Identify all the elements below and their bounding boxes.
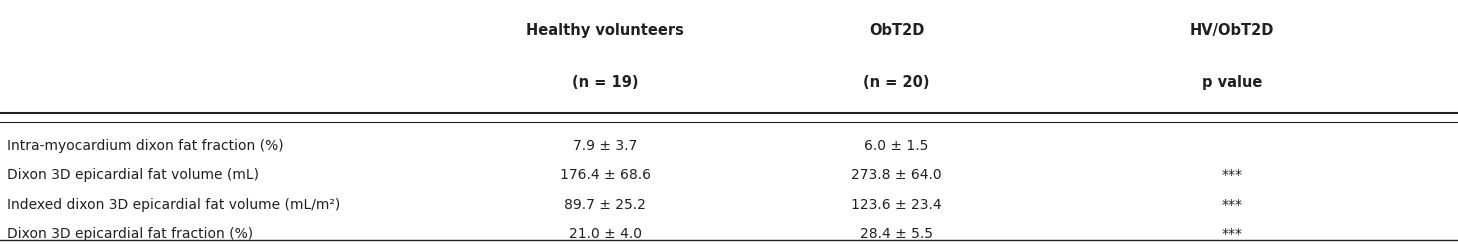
Text: 123.6 ± 23.4: 123.6 ± 23.4 (851, 197, 942, 212)
Text: Intra-myocardium dixon fat fraction (%): Intra-myocardium dixon fat fraction (%) (7, 139, 284, 153)
Text: ***: *** (1222, 168, 1242, 182)
Text: p value: p value (1201, 74, 1263, 90)
Text: 6.0 ± 1.5: 6.0 ± 1.5 (865, 139, 929, 153)
Text: ***: *** (1222, 227, 1242, 241)
Text: 28.4 ± 5.5: 28.4 ± 5.5 (860, 227, 933, 241)
Text: 7.9 ± 3.7: 7.9 ± 3.7 (573, 139, 637, 153)
Text: Healthy volunteers: Healthy volunteers (526, 23, 684, 38)
Text: 176.4 ± 68.6: 176.4 ± 68.6 (560, 168, 650, 182)
Text: 273.8 ± 64.0: 273.8 ± 64.0 (851, 168, 942, 182)
Text: HV/ObT2D: HV/ObT2D (1190, 23, 1274, 38)
Text: (n = 19): (n = 19) (572, 74, 639, 90)
Text: 89.7 ± 25.2: 89.7 ± 25.2 (564, 197, 646, 212)
Text: Dixon 3D epicardial fat fraction (%): Dixon 3D epicardial fat fraction (%) (7, 227, 254, 241)
Text: Dixon 3D epicardial fat volume (mL): Dixon 3D epicardial fat volume (mL) (7, 168, 260, 182)
Text: ***: *** (1222, 197, 1242, 212)
Text: ObT2D: ObT2D (869, 23, 924, 38)
Text: Indexed dixon 3D epicardial fat volume (mL/m²): Indexed dixon 3D epicardial fat volume (… (7, 197, 341, 212)
Text: 21.0 ± 4.0: 21.0 ± 4.0 (569, 227, 642, 241)
Text: (n = 20): (n = 20) (863, 74, 930, 90)
